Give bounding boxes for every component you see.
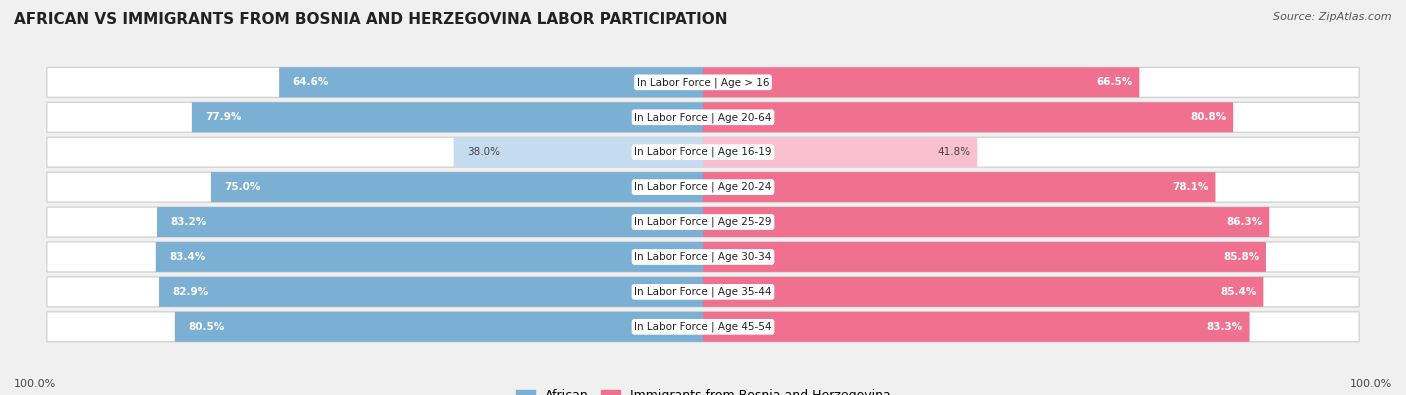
Text: 64.6%: 64.6% — [292, 77, 329, 87]
Text: 83.4%: 83.4% — [169, 252, 205, 262]
FancyBboxPatch shape — [46, 207, 1360, 237]
Text: AFRICAN VS IMMIGRANTS FROM BOSNIA AND HERZEGOVINA LABOR PARTICIPATION: AFRICAN VS IMMIGRANTS FROM BOSNIA AND HE… — [14, 12, 727, 27]
Text: 38.0%: 38.0% — [467, 147, 499, 157]
FancyBboxPatch shape — [454, 137, 703, 167]
FancyBboxPatch shape — [703, 68, 1139, 97]
Text: 83.2%: 83.2% — [170, 217, 207, 227]
Text: 82.9%: 82.9% — [172, 287, 208, 297]
FancyBboxPatch shape — [174, 312, 703, 342]
FancyBboxPatch shape — [703, 137, 977, 167]
Text: 78.1%: 78.1% — [1173, 182, 1209, 192]
Text: Source: ZipAtlas.com: Source: ZipAtlas.com — [1274, 12, 1392, 22]
Text: 100.0%: 100.0% — [1350, 379, 1392, 389]
FancyBboxPatch shape — [46, 277, 1360, 307]
Text: 80.5%: 80.5% — [188, 322, 224, 332]
Text: 80.8%: 80.8% — [1191, 112, 1226, 122]
Text: In Labor Force | Age 30-34: In Labor Force | Age 30-34 — [634, 252, 772, 262]
FancyBboxPatch shape — [703, 242, 1265, 272]
FancyBboxPatch shape — [46, 137, 1360, 167]
FancyBboxPatch shape — [46, 102, 1360, 132]
FancyBboxPatch shape — [46, 242, 1360, 272]
Text: 85.4%: 85.4% — [1220, 287, 1257, 297]
Text: 86.3%: 86.3% — [1226, 217, 1263, 227]
Text: In Labor Force | Age 20-24: In Labor Force | Age 20-24 — [634, 182, 772, 192]
FancyBboxPatch shape — [703, 102, 1233, 132]
Text: In Labor Force | Age > 16: In Labor Force | Age > 16 — [637, 77, 769, 88]
Text: 41.8%: 41.8% — [938, 147, 970, 157]
FancyBboxPatch shape — [157, 207, 703, 237]
Text: 100.0%: 100.0% — [14, 379, 56, 389]
Text: 83.3%: 83.3% — [1206, 322, 1243, 332]
FancyBboxPatch shape — [703, 312, 1250, 342]
FancyBboxPatch shape — [703, 277, 1264, 307]
Legend: African, Immigrants from Bosnia and Herzegovina: African, Immigrants from Bosnia and Herz… — [510, 384, 896, 395]
Text: In Labor Force | Age 20-64: In Labor Force | Age 20-64 — [634, 112, 772, 122]
Text: In Labor Force | Age 35-44: In Labor Force | Age 35-44 — [634, 287, 772, 297]
FancyBboxPatch shape — [191, 102, 703, 132]
FancyBboxPatch shape — [46, 312, 1360, 342]
Text: 85.8%: 85.8% — [1223, 252, 1260, 262]
Text: 66.5%: 66.5% — [1097, 77, 1133, 87]
FancyBboxPatch shape — [159, 277, 703, 307]
FancyBboxPatch shape — [46, 68, 1360, 97]
Text: In Labor Force | Age 16-19: In Labor Force | Age 16-19 — [634, 147, 772, 158]
Text: In Labor Force | Age 25-29: In Labor Force | Age 25-29 — [634, 217, 772, 227]
FancyBboxPatch shape — [156, 242, 703, 272]
FancyBboxPatch shape — [211, 172, 703, 202]
Text: In Labor Force | Age 45-54: In Labor Force | Age 45-54 — [634, 322, 772, 332]
Text: 77.9%: 77.9% — [205, 112, 242, 122]
FancyBboxPatch shape — [703, 207, 1270, 237]
FancyBboxPatch shape — [46, 172, 1360, 202]
FancyBboxPatch shape — [280, 68, 703, 97]
FancyBboxPatch shape — [703, 172, 1215, 202]
Text: 75.0%: 75.0% — [224, 182, 260, 192]
